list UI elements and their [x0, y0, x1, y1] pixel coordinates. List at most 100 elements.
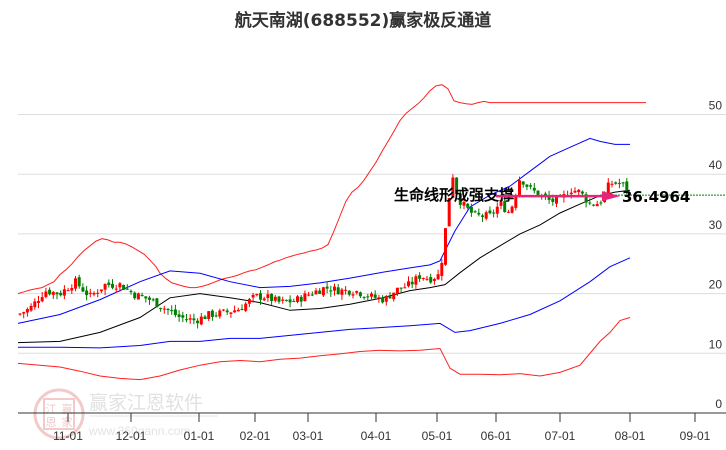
candle — [347, 290, 351, 295]
candle — [51, 291, 55, 295]
candle — [384, 296, 388, 302]
svg-text:恩: 恩 — [46, 416, 57, 429]
candle — [185, 319, 188, 321]
candle — [444, 228, 447, 265]
candle — [432, 279, 436, 281]
candle — [410, 281, 414, 285]
candle — [236, 309, 240, 312]
candle — [447, 198, 451, 227]
x-axis: 11-01 12-01 01-01 02-01 03-01 04-01 05-01 06-01… — [18, 412, 726, 443]
candle — [429, 277, 433, 283]
candle — [259, 293, 262, 300]
candle — [81, 287, 85, 292]
candle — [325, 286, 329, 289]
watermark: 江 赢 恩 家 赢家江恩软件 www.360gann.com — [33, 388, 218, 440]
candle — [395, 287, 399, 294]
candle — [270, 293, 274, 302]
candle — [240, 308, 244, 311]
candle — [314, 290, 318, 295]
candle — [536, 190, 540, 197]
candle — [403, 287, 407, 289]
inner-upper-line — [17, 137, 630, 324]
candle — [92, 292, 96, 295]
candle — [584, 194, 588, 203]
candle — [103, 283, 107, 290]
candle — [514, 195, 518, 208]
candle — [473, 211, 477, 213]
candle — [88, 292, 92, 294]
outer-upper-line — [17, 84, 646, 295]
candle — [225, 310, 229, 313]
candle — [262, 298, 266, 301]
x-tick-label: 03-01 — [293, 429, 324, 443]
candle — [166, 308, 170, 311]
candle — [455, 177, 459, 194]
candle — [85, 290, 89, 296]
candle — [573, 190, 577, 193]
candle — [214, 315, 218, 317]
y-tick-label: 50 — [709, 99, 723, 113]
y-tick-label: 20 — [709, 278, 723, 292]
y-tick-label: 0 — [715, 397, 722, 411]
y-axis-ticks: 0 10 20 30 40 50 — [709, 99, 723, 412]
candle — [99, 289, 103, 292]
candle — [44, 291, 48, 297]
candle — [418, 275, 422, 279]
candle — [188, 318, 192, 320]
candle — [140, 294, 144, 297]
candle — [288, 299, 292, 303]
arrow-head-icon — [602, 191, 620, 202]
y-tick-label: 40 — [709, 158, 723, 172]
candle — [440, 262, 444, 276]
annotation-value: 36.4964 — [622, 188, 690, 206]
candle — [255, 294, 259, 296]
candle — [321, 287, 325, 296]
candle — [344, 289, 348, 291]
candle — [569, 192, 573, 195]
candle — [381, 297, 385, 303]
candle — [192, 318, 196, 321]
candle — [284, 299, 288, 301]
candle — [118, 283, 122, 288]
candle — [292, 301, 296, 303]
candle — [144, 296, 148, 299]
candle — [621, 182, 625, 184]
candle — [74, 278, 77, 289]
candle — [577, 189, 581, 193]
candle — [37, 301, 40, 303]
candle — [122, 284, 126, 290]
candle — [333, 286, 336, 291]
candle — [111, 283, 114, 288]
candle — [492, 212, 496, 214]
candle — [173, 309, 177, 316]
candle — [233, 310, 237, 313]
x-tick-label: 05-01 — [422, 429, 453, 443]
candle — [462, 202, 466, 206]
candle — [310, 294, 314, 296]
candle — [210, 310, 214, 317]
candle — [251, 294, 255, 298]
chart-title: 航天南湖(688552)赢家极反通道 — [234, 11, 492, 31]
candle — [48, 289, 52, 295]
candle — [436, 274, 440, 280]
candle — [162, 308, 166, 310]
candle — [617, 183, 621, 185]
candle — [181, 315, 185, 318]
candle — [329, 290, 333, 292]
candle — [247, 299, 251, 304]
candle — [351, 294, 355, 296]
candle — [33, 301, 37, 308]
candle — [547, 195, 551, 200]
candle — [244, 303, 248, 311]
svg-text:家: 家 — [62, 415, 73, 429]
candle — [355, 291, 359, 293]
candle — [366, 296, 370, 298]
candle — [114, 288, 118, 290]
candle — [592, 204, 595, 206]
candle — [281, 299, 285, 301]
candle — [503, 201, 507, 213]
candle — [22, 312, 26, 314]
candle — [196, 320, 200, 324]
candle — [377, 297, 381, 299]
svg-text:江: 江 — [46, 403, 57, 416]
